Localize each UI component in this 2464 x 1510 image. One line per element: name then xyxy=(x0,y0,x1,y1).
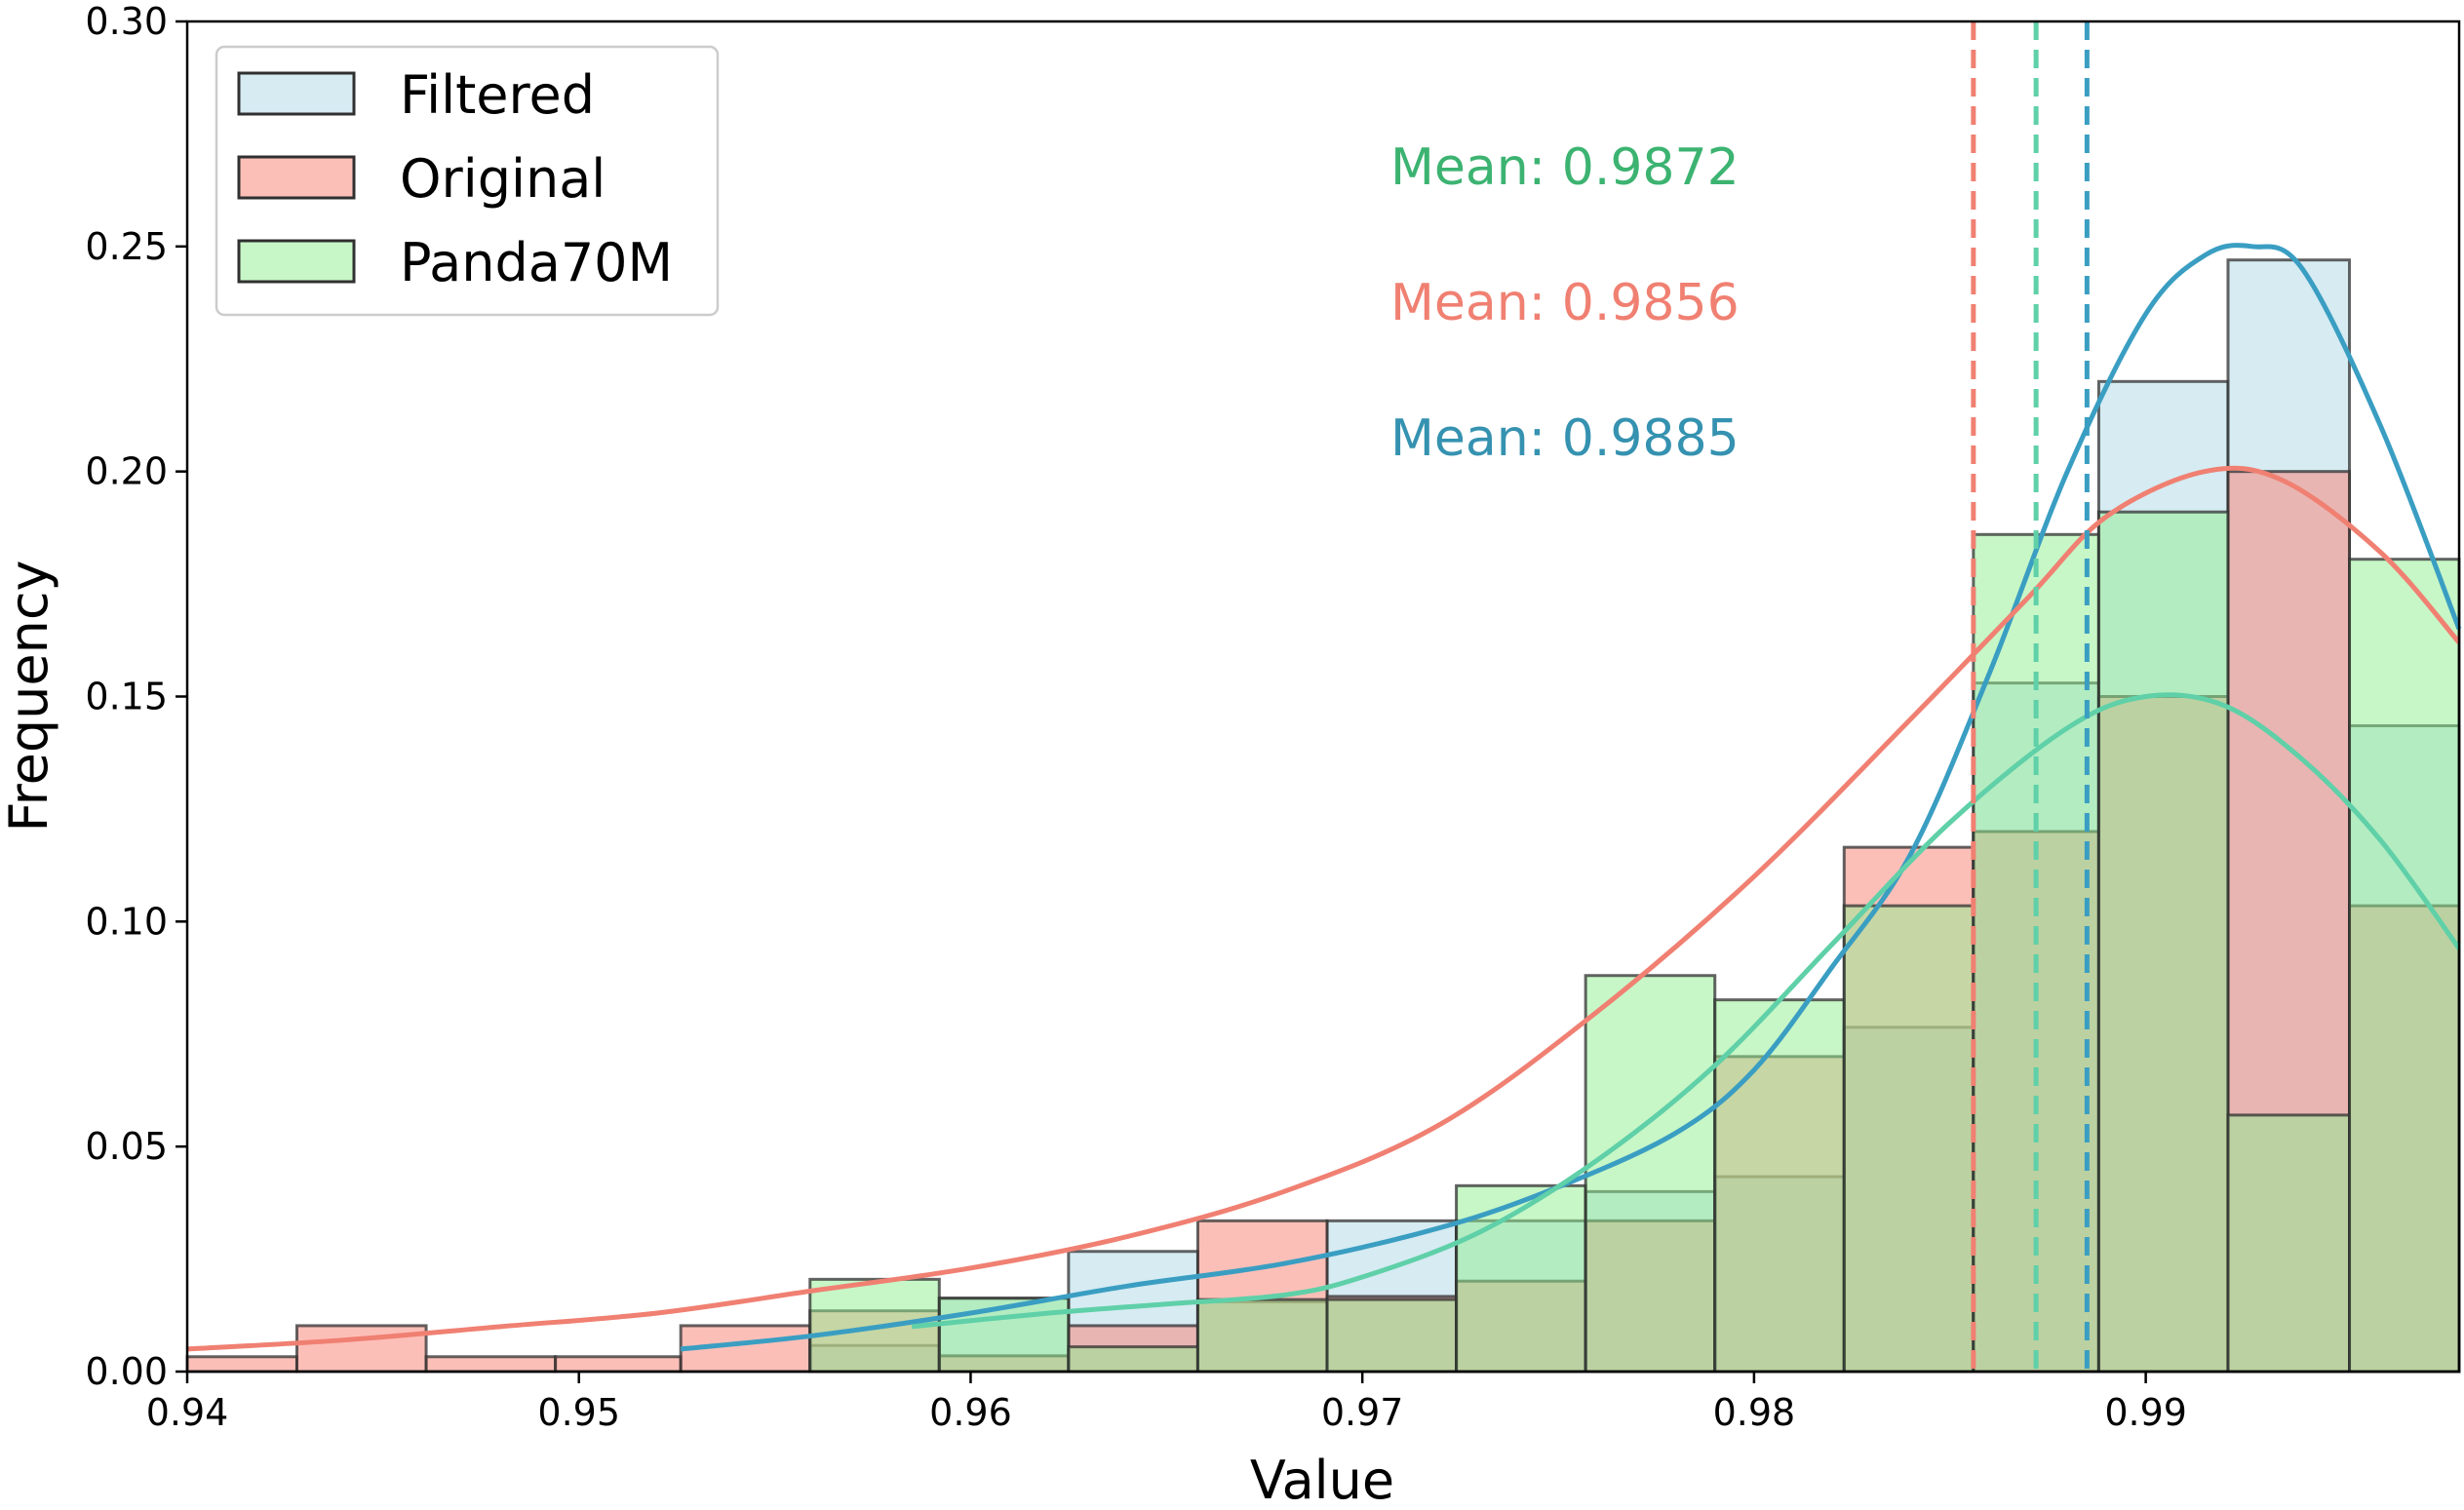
x-tick-label: 0.98 xyxy=(1713,1391,1796,1434)
legend-swatch-filtered xyxy=(237,71,356,116)
mean-annotation-2: Mean: 0.9885 xyxy=(1390,409,1740,468)
legend-swatch-panda70m xyxy=(237,239,356,284)
legend-label-filtered: Filtered xyxy=(400,64,595,126)
legend: Filtered Original Panda70M xyxy=(215,45,720,317)
bar-panda70m-7 xyxy=(1067,1345,1199,1374)
y-axis-label: Frequency xyxy=(0,561,59,832)
bar-original-3 xyxy=(554,1355,683,1374)
bar-original-2 xyxy=(424,1355,558,1374)
x-tick-label: 0.99 xyxy=(2104,1391,2187,1434)
x-tick-label: 0.94 xyxy=(146,1391,229,1434)
bar-panda70m-13 xyxy=(1842,904,1975,1374)
y-tick-label: 0.05 xyxy=(85,1125,168,1168)
bar-original-0 xyxy=(185,1355,298,1374)
x-axis: 0.94 0.95 0.96 0.97 0.98 0.99 xyxy=(146,1372,2187,1434)
kde-line-filtered xyxy=(680,243,2462,1352)
y-tick-label: 0.30 xyxy=(85,0,168,43)
y-tick-label: 0.10 xyxy=(85,900,168,943)
x-tick-label: 0.95 xyxy=(537,1391,620,1434)
y-tick-label: 0.00 xyxy=(85,1350,168,1393)
legend-label-original: Original xyxy=(400,148,606,210)
x-tick-label: 0.97 xyxy=(1321,1391,1404,1434)
kde-line-panda70m xyxy=(911,692,2462,1330)
y-tick-label: 0.20 xyxy=(85,450,168,493)
bar-panda70m-9 xyxy=(1325,1297,1459,1374)
bar-panda70m-15 xyxy=(2096,510,2230,1374)
annotations-layer: Mean: 0.9872 Mean: 0.9856 Mean: 0.9885 xyxy=(1390,138,1740,468)
kde-line-original xyxy=(186,465,2461,1352)
legend-label-panda70m: Panda70M xyxy=(400,232,673,293)
bars-layer xyxy=(185,258,2461,1374)
y-tick-label: 0.25 xyxy=(85,225,168,268)
bar-panda70m-16 xyxy=(2226,1113,2352,1374)
bar-panda70m-17 xyxy=(2348,558,2461,1374)
kde-layer xyxy=(186,243,2462,1352)
bar-panda70m-8 xyxy=(1195,1297,1329,1374)
y-tick-label: 0.15 xyxy=(85,676,168,718)
x-tick-label: 0.96 xyxy=(929,1391,1012,1434)
bar-panda70m-12 xyxy=(1713,998,1846,1374)
y-axis: 0.00 0.05 0.10 0.15 0.20 0.25 0.30 xyxy=(85,0,187,1393)
bar-panda70m-10 xyxy=(1455,1183,1587,1374)
x-axis-label: Value xyxy=(1250,1450,1394,1506)
bar-panda70m-11 xyxy=(1584,974,1717,1374)
mean-annotation-0: Mean: 0.9872 xyxy=(1390,138,1740,197)
mean-annotation-1: Mean: 0.9856 xyxy=(1390,274,1740,332)
legend-swatch-original xyxy=(237,155,356,200)
